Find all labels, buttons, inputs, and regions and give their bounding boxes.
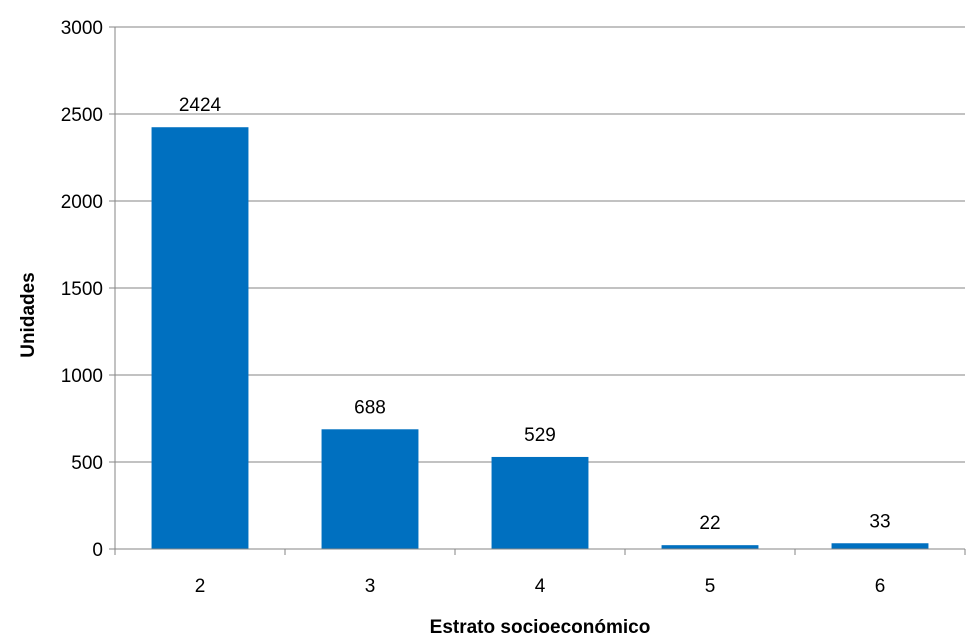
bar-4 [491, 456, 589, 549]
y-tick-label-3000: 3000 [61, 18, 103, 39]
y-tick-label-2500: 2500 [61, 105, 103, 126]
y-tick-label-1500: 1500 [61, 279, 103, 300]
y-tick-label-1000: 1000 [61, 366, 103, 387]
grid-lines [115, 26, 965, 463]
bar-2 [151, 127, 249, 549]
axes [109, 26, 966, 555]
data-label-2: 2424 [179, 95, 222, 116]
x-tick-label-3: 3 [365, 576, 376, 597]
x-axis-title: Estrato socioeconómico [430, 617, 651, 637]
bar-6 [831, 543, 929, 549]
x-tick-label-6: 6 [875, 576, 886, 597]
bars [151, 127, 929, 549]
x-tick-label-4: 4 [535, 576, 546, 597]
x-tick-label-5: 5 [705, 576, 716, 597]
data-label-3: 688 [354, 397, 386, 418]
y-tick-label-500: 500 [71, 453, 103, 474]
data-label-4: 529 [524, 425, 556, 446]
bar-5 [661, 545, 759, 549]
data-label-6: 33 [869, 511, 890, 532]
y-axis-title: Unidades [18, 272, 39, 358]
bar-3 [321, 429, 419, 549]
labels: 0 500 1000 1500 2000 2500 3000 2424 2 688 3 529 4 22 5… [61, 18, 891, 597]
x-tick-label-2: 2 [195, 576, 206, 597]
data-label-5: 22 [699, 513, 720, 534]
y-tick-label-2000: 2000 [61, 192, 103, 213]
y-tick-label-0: 0 [92, 540, 103, 561]
